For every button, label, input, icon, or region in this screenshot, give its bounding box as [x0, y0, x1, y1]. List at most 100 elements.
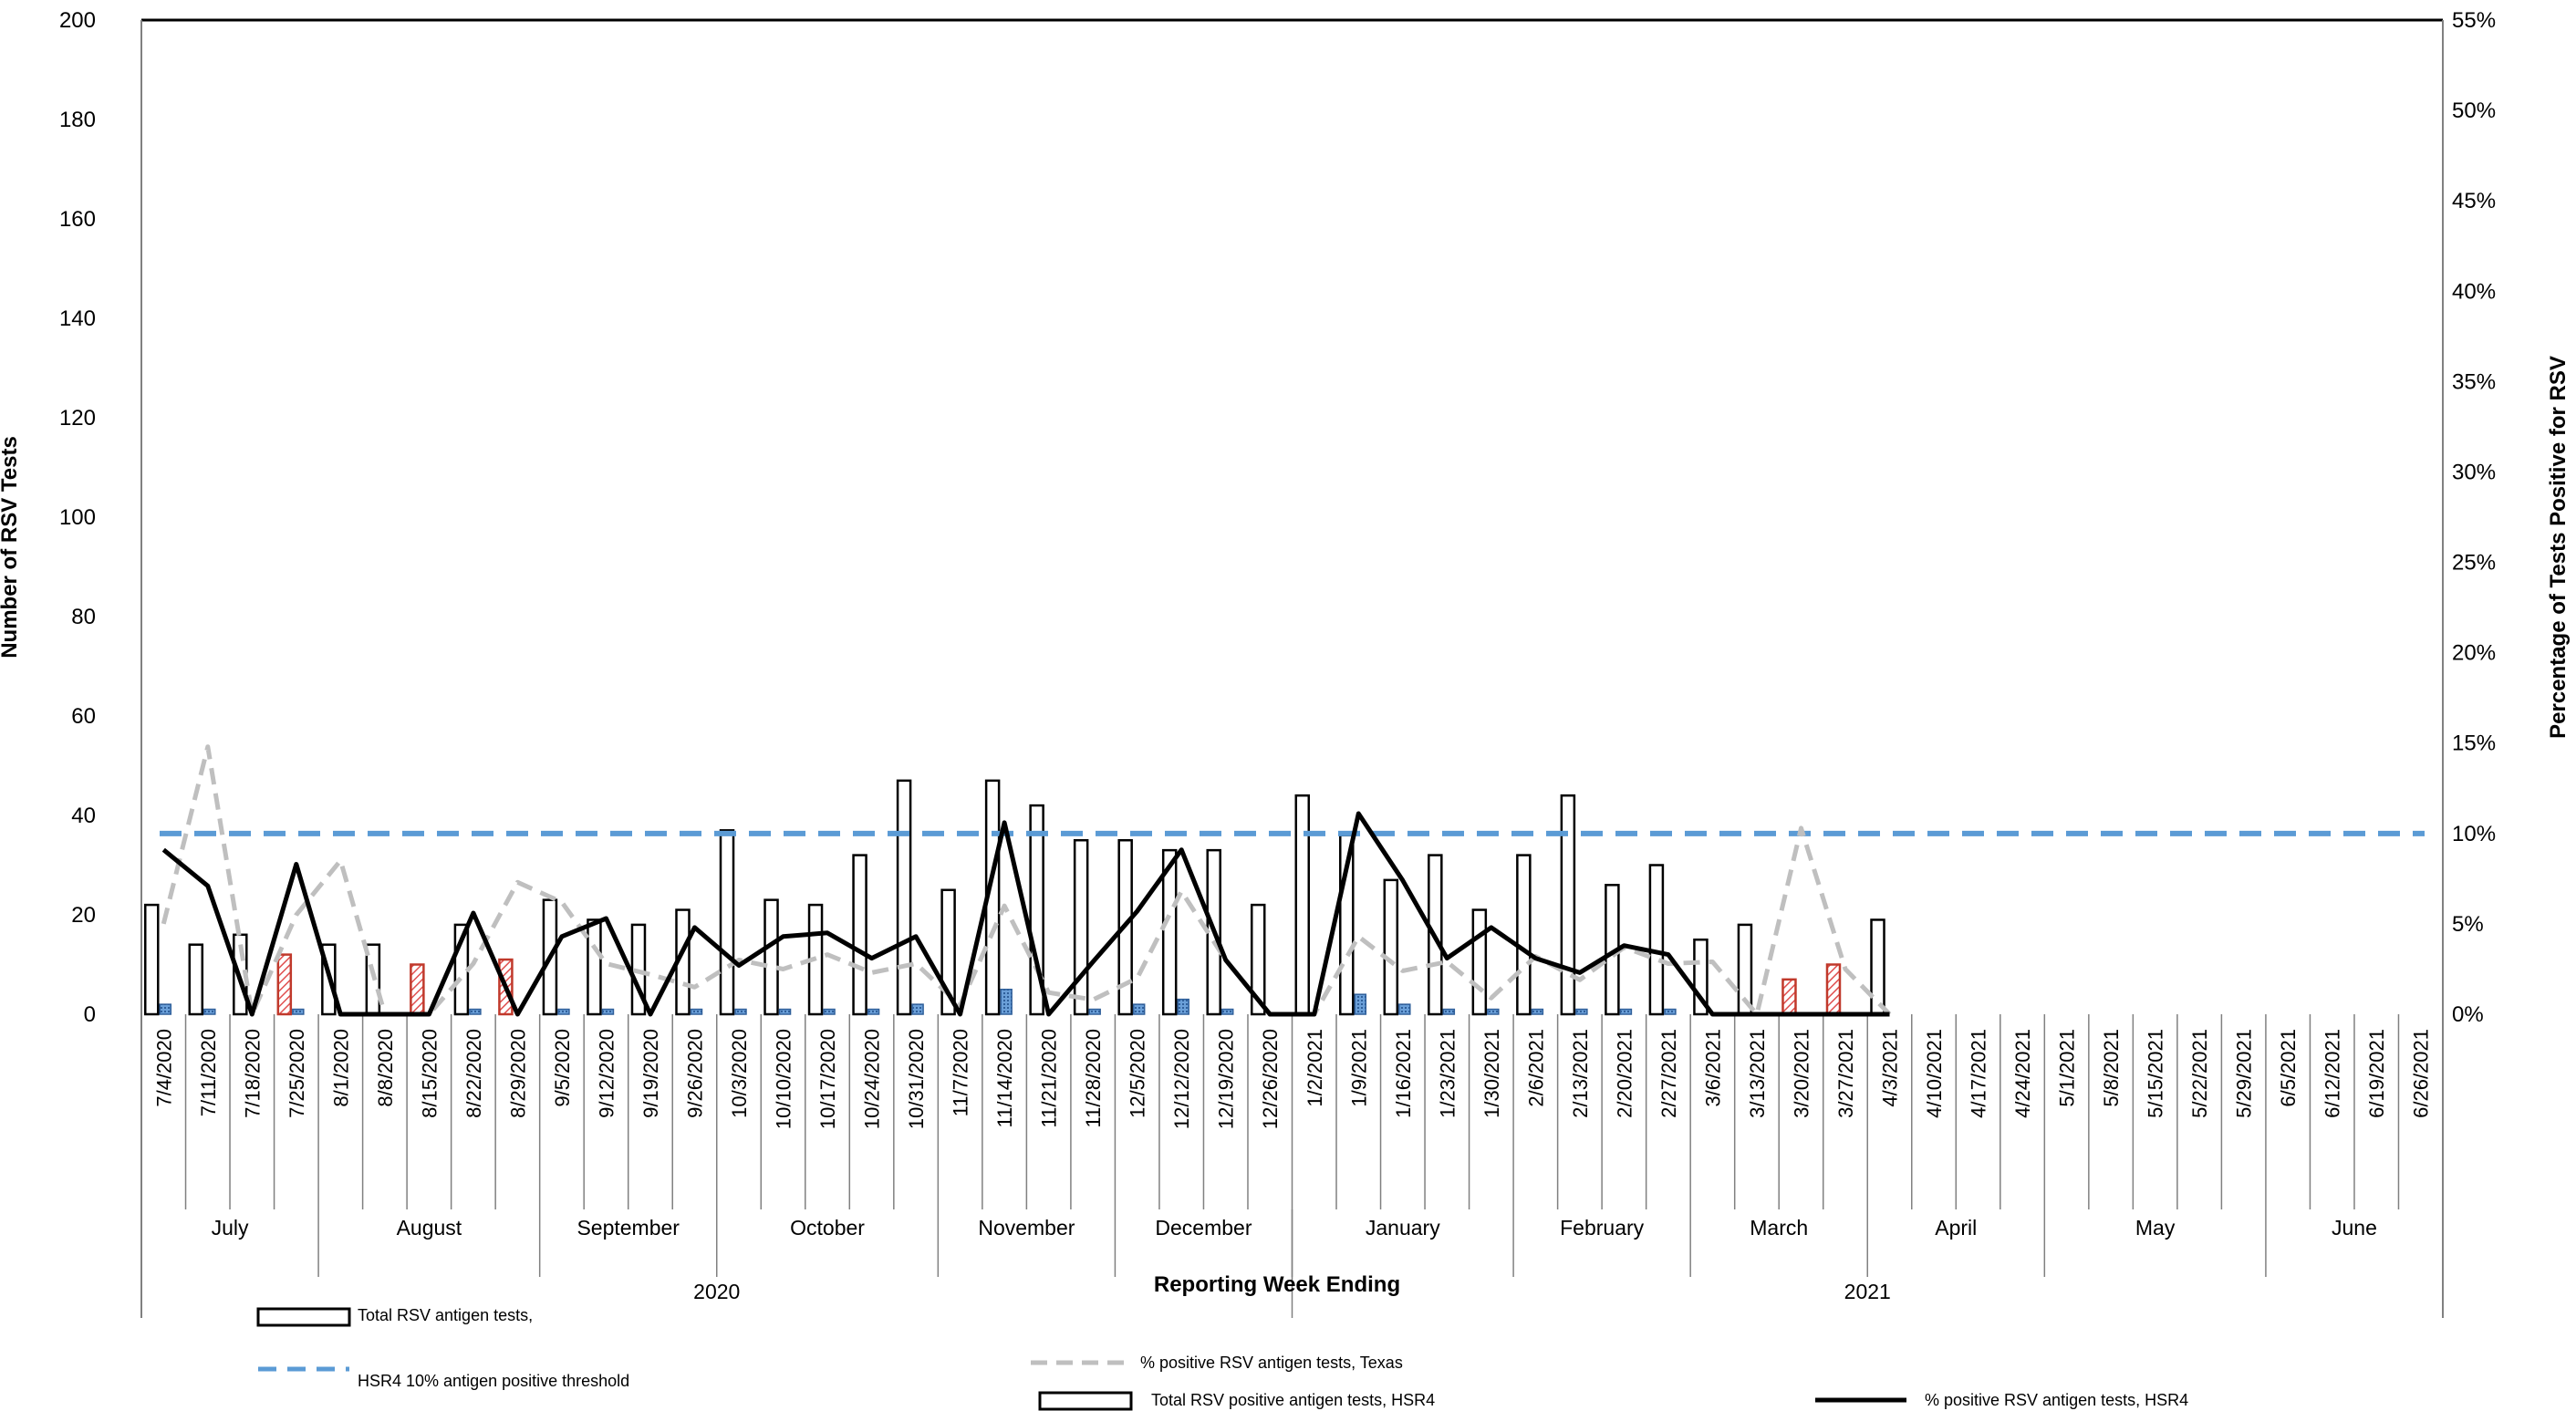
right-tick-label: 35%	[2452, 369, 2496, 394]
week-label: 6/12/2021	[2322, 1029, 2344, 1118]
right-tick-label: 0%	[2452, 1002, 2484, 1027]
week-label: 9/19/2020	[639, 1029, 662, 1118]
total-tests-bar	[1029, 804, 1044, 1016]
week-label: 5/1/2021	[2056, 1029, 2079, 1107]
total-tests-bar	[1294, 794, 1311, 1016]
positive-tests-bar	[159, 1003, 172, 1015]
week-label: 3/27/2021	[1834, 1029, 1857, 1118]
right-tick-label: 50%	[2452, 99, 2496, 123]
right-tick-label: 40%	[2452, 279, 2496, 304]
month-label: September	[576, 1216, 680, 1240]
week-label: 3/20/2021	[1791, 1029, 1813, 1118]
left-axis-ticks: 0 20 40 60 80 100 120 140 160 180 200	[59, 8, 96, 1027]
week-label: 11/14/2020	[993, 1029, 1016, 1127]
week-label: 6/5/2021	[2277, 1029, 2300, 1107]
month-label: April	[1935, 1216, 1977, 1240]
month-labels: July August September October November Decemb…	[212, 1216, 2377, 1240]
week-labels: 7/4/2020 7/11/2020 7/18/2020 7/25/2020 8/1/2…	[152, 1029, 2432, 1129]
total-tests-bar	[1471, 908, 1488, 1016]
legend-label-texas: % positive RSV antigen tests, Texas	[1140, 1354, 1403, 1372]
week-label: 8/8/2020	[374, 1029, 397, 1107]
right-axis-title: Percentage of Tests Positive for RSV	[2546, 356, 2571, 739]
week-label: 10/3/2020	[728, 1029, 751, 1118]
positive-tests-bars	[159, 989, 1677, 1015]
right-tick-label: 45%	[2452, 189, 2496, 213]
positive-tests-bar	[1619, 1008, 1633, 1015]
right-tick-label: 55%	[2452, 8, 2496, 33]
positive-tests-bar	[1575, 1008, 1588, 1015]
week-label: 4/24/2021	[2011, 1029, 2034, 1118]
week-label: 2/20/2021	[1613, 1029, 1636, 1118]
positive-tests-bar	[1664, 1008, 1677, 1015]
total-tests-bar	[587, 918, 602, 1016]
week-label: 1/9/2021	[1347, 1029, 1370, 1107]
week-label: 1/2/2021	[1304, 1029, 1326, 1107]
right-tick-label: 20%	[2452, 641, 2496, 666]
left-tick-label: 120	[59, 406, 96, 431]
left-tick-label: 100	[59, 505, 96, 530]
total-tests-bar	[1781, 978, 1797, 1016]
week-label: 8/22/2020	[462, 1029, 485, 1118]
positive-tests-bar	[778, 1008, 792, 1015]
year-label: 2021	[1844, 1280, 1891, 1303]
hsr4-series-line	[161, 811, 1890, 1017]
left-tick-label: 160	[59, 207, 96, 232]
total-tests-bar	[1161, 848, 1178, 1016]
week-label: 3/13/2021	[1746, 1029, 1769, 1118]
x-axis-title: Reporting Week Ending	[1154, 1272, 1400, 1297]
week-label: 5/29/2021	[2233, 1029, 2256, 1118]
week-label: 6/19/2021	[2365, 1029, 2388, 1118]
month-label: February	[1560, 1216, 1645, 1240]
week-label: 10/17/2020	[816, 1029, 839, 1129]
total-tests-bar	[144, 903, 160, 1016]
positive-tests-bar	[1220, 1008, 1234, 1015]
positive-tests-bar	[1000, 989, 1013, 1015]
left-tick-label: 80	[71, 605, 96, 629]
total-tests-bar	[719, 829, 735, 1016]
positive-tests-bar	[1088, 1008, 1101, 1015]
year-label: 2020	[693, 1280, 740, 1303]
total-tests-bar	[1073, 839, 1089, 1016]
week-label: 1/30/2021	[1480, 1029, 1503, 1118]
positive-tests-bar	[292, 1008, 305, 1015]
total-tests-bar	[1648, 864, 1665, 1016]
total-tests-bar	[1825, 963, 1842, 1016]
week-label: 8/15/2020	[418, 1029, 441, 1118]
month-label: November	[978, 1216, 1075, 1240]
total-tests-bar	[188, 943, 204, 1016]
positive-tests-bar	[1442, 1008, 1456, 1015]
week-label: 12/26/2020	[1259, 1029, 1282, 1129]
total-tests-bar	[940, 888, 956, 1016]
week-label: 8/1/2020	[329, 1029, 352, 1107]
month-label: December	[1155, 1216, 1252, 1240]
texas-series-line	[161, 744, 1892, 1017]
total-tests-bar	[1383, 878, 1399, 1016]
month-label: July	[212, 1216, 249, 1240]
week-label: 12/5/2020	[1127, 1029, 1149, 1118]
left-tick-label: 180	[59, 108, 96, 132]
total-tests-bar	[852, 854, 867, 1016]
week-label: 7/18/2020	[241, 1029, 264, 1118]
month-label: March	[1750, 1216, 1808, 1240]
positive-tests-bar	[469, 1008, 482, 1015]
positive-tests-bar	[1177, 998, 1189, 1015]
positive-tests-bar	[601, 1008, 615, 1015]
plot-area	[141, 20, 2443, 1014]
total-tests-bar	[763, 898, 779, 1016]
week-label: 9/26/2020	[684, 1029, 707, 1118]
legend-label-hsr4: % positive RSV antigen tests, HSR4	[1925, 1391, 2188, 1409]
positive-tests-bar	[1132, 1003, 1146, 1015]
total-tests-bar	[1870, 918, 1885, 1016]
week-label: 11/7/2020	[950, 1029, 972, 1116]
left-tick-label: 0	[84, 1002, 96, 1027]
week-label: 5/15/2021	[2145, 1029, 2167, 1118]
week-label: 11/28/2020	[1082, 1029, 1105, 1127]
month-label: January	[1366, 1216, 1440, 1240]
positive-tests-bar	[734, 1008, 747, 1015]
week-label: 5/22/2021	[2188, 1029, 2211, 1118]
positive-tests-bar	[1398, 1003, 1411, 1015]
month-label: May	[2135, 1216, 2176, 1240]
week-label: 10/24/2020	[861, 1029, 884, 1129]
positive-tests-bar	[1531, 1008, 1544, 1015]
